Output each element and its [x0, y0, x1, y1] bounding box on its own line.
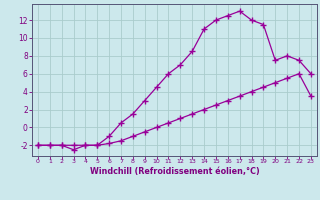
X-axis label: Windchill (Refroidissement éolien,°C): Windchill (Refroidissement éolien,°C) — [90, 167, 259, 176]
